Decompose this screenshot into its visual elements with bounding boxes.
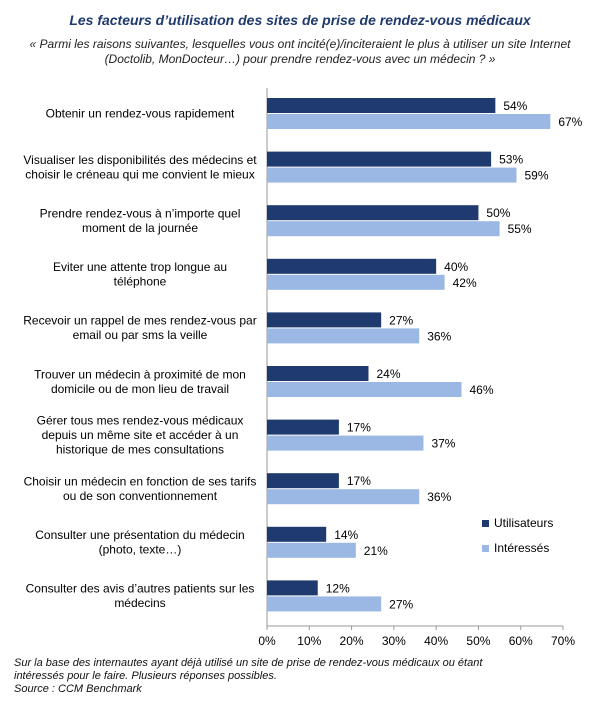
x-tick-label-4: 40% — [424, 634, 448, 648]
bar-interesses-3 — [267, 274, 445, 290]
bar-utilisateurs-3 — [267, 258, 437, 274]
bar-utilisateurs-5 — [267, 366, 369, 381]
category-label-line: Eviter une attente trop longue au — [53, 260, 227, 274]
value-label-interesses-3: 42% — [453, 276, 477, 290]
category-label-line: email ou par sms la veille — [73, 328, 208, 342]
category-label-8: Consulter une présentation du médecin (ph… — [35, 528, 244, 557]
x-tick-label-2: 20% — [340, 634, 364, 648]
category-label-line: Prendre rendez-vous à n’importe quel — [40, 206, 241, 220]
x-tick-label-7: 70% — [551, 634, 575, 648]
value-label-interesses-1: 59% — [524, 169, 548, 183]
bar-interesses-2 — [267, 221, 500, 237]
bar-utilisateurs-2 — [267, 205, 479, 221]
category-label-line: moment de la journée — [82, 221, 198, 235]
value-label-utilisateurs-5: 24% — [376, 367, 400, 381]
legend-swatch-1 — [482, 545, 489, 552]
bar-utilisateurs-7 — [267, 473, 339, 489]
value-label-interesses-4: 36% — [427, 329, 451, 343]
value-label-interesses-8: 21% — [364, 544, 388, 558]
chart-subtitle: « Parmi les raisons suivantes, lesquelle… — [29, 37, 571, 66]
x-tick-label-3: 30% — [382, 634, 406, 648]
bar-utilisateurs-0 — [267, 98, 496, 113]
value-label-interesses-5: 46% — [470, 383, 494, 397]
footnote-line-2: intéressés pour le faire. Plusieurs répo… — [14, 670, 277, 682]
value-label-utilisateurs-1: 53% — [499, 153, 523, 167]
category-label-6: Gérer tous mes rendez-vous médicaux depui… — [37, 414, 244, 457]
category-label-line: Choisir un médecin en fonction de ses ta… — [24, 474, 257, 488]
legend-swatch-0 — [482, 520, 489, 527]
x-tick-label-6: 60% — [509, 634, 533, 648]
source-line: Source : CCM Benchmark — [14, 683, 142, 695]
category-label-line: ou de son conventionnement — [63, 489, 218, 503]
category-label-line: téléphone — [114, 275, 167, 289]
legend-label-1: Intéressés — [494, 541, 549, 555]
bar-utilisateurs-6 — [267, 419, 339, 435]
category-label-line: choisir le créneau qui me convient le mi… — [25, 167, 254, 181]
bar-chart: 0% 10% 20% 30% 40% 50% 60% 70% Obtenir un rendez… — [23, 88, 583, 648]
category-label-line: historique de mes consultations — [56, 443, 224, 457]
category-label-2: Prendre rendez-vous à n’importe quel mome… — [40, 206, 241, 235]
legend-label-0: Utilisateurs — [494, 516, 553, 530]
category-label-3: Eviter une attente trop longue au télépho… — [53, 260, 227, 289]
bar-interesses-6 — [267, 435, 424, 451]
category-label-0: Obtenir un rendez-vous rapidement — [46, 107, 235, 121]
value-label-utilisateurs-7: 17% — [347, 474, 371, 488]
footnote: Sur la base des internautes ayant déjà u… — [14, 657, 594, 696]
category-label-9: Consulter des avis d’autres patients sur… — [26, 582, 255, 611]
value-label-interesses-0: 67% — [558, 115, 582, 129]
bar-interesses-8 — [267, 542, 356, 558]
category-label-line: domicile ou de mon lieu de travail — [51, 382, 229, 396]
value-label-utilisateurs-2: 50% — [486, 206, 510, 220]
category-label-line: Consulter une présentation du médecin — [35, 528, 244, 542]
x-tick-label-5: 50% — [466, 634, 490, 648]
bar-interesses-7 — [267, 489, 420, 505]
value-label-interesses-2: 55% — [508, 222, 532, 236]
x-tick-label-1: 10% — [297, 634, 321, 648]
bar-interesses-1 — [267, 167, 517, 183]
category-label-5: Trouver un médecin à proximité de mon dom… — [34, 367, 246, 396]
value-label-utilisateurs-8: 14% — [334, 528, 358, 542]
bar-utilisateurs-4 — [267, 312, 382, 328]
x-tick-label-0: 0% — [258, 634, 276, 648]
bar-utilisateurs-9 — [267, 580, 318, 596]
bar-interesses-4 — [267, 328, 420, 344]
category-label-line: Visualiser les disponibilités des médeci… — [23, 153, 257, 167]
value-label-utilisateurs-0: 54% — [503, 99, 527, 113]
category-label-line: (photo, texte…) — [99, 543, 182, 557]
category-label-line: Recevoir un rappel de mes rendez-vous pa… — [23, 314, 256, 328]
category-label-1: Visualiser les disponibilités des médeci… — [23, 153, 257, 182]
footnote-line-1: Sur la base des internautes ayant déjà u… — [14, 657, 483, 669]
category-label-line: Gérer tous mes rendez-vous médicaux — [37, 414, 244, 428]
value-label-interesses-6: 37% — [431, 437, 455, 451]
category-label-line: Consulter des avis d’autres patients sur… — [26, 582, 255, 596]
category-label-7: Choisir un médecin en fonction de ses ta… — [24, 474, 257, 503]
chart-title: Les facteurs d’utilisation des sites de … — [69, 12, 531, 28]
value-label-interesses-9: 27% — [389, 597, 413, 611]
bar-utilisateurs-8 — [267, 526, 327, 542]
value-label-interesses-7: 36% — [427, 490, 451, 504]
value-label-utilisateurs-4: 27% — [389, 313, 413, 327]
category-label-line: Trouver un médecin à proximité de mon — [34, 367, 246, 381]
category-label-line: Obtenir un rendez-vous rapidement — [46, 107, 235, 121]
category-label-line: médecins — [114, 596, 165, 610]
category-label-line: depuis un même site et accéder à un — [42, 428, 239, 442]
category-label-4: Recevoir un rappel de mes rendez-vous pa… — [23, 314, 256, 343]
value-label-utilisateurs-6: 17% — [347, 421, 371, 435]
bar-interesses-0 — [267, 114, 551, 129]
value-label-utilisateurs-9: 12% — [326, 581, 350, 595]
bar-interesses-9 — [267, 596, 382, 612]
value-label-utilisateurs-3: 40% — [444, 260, 468, 274]
bar-interesses-5 — [267, 382, 462, 397]
bar-utilisateurs-1 — [267, 151, 492, 167]
